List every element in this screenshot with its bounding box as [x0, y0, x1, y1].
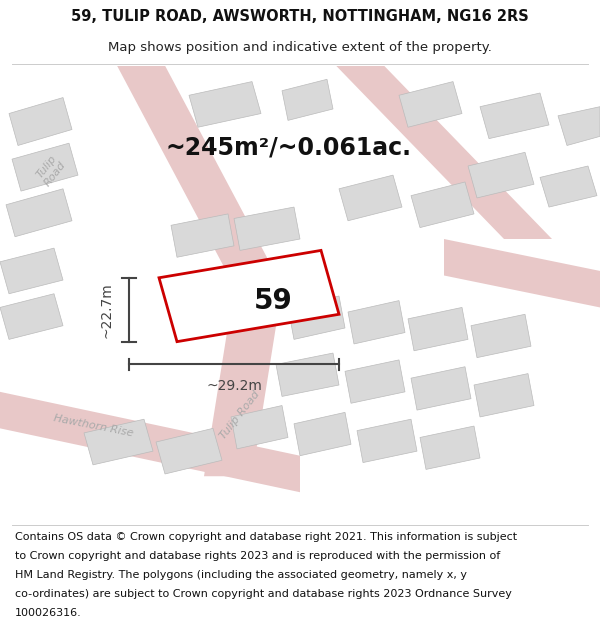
- Polygon shape: [204, 308, 279, 476]
- Polygon shape: [411, 367, 471, 410]
- Text: HM Land Registry. The polygons (including the associated geometry, namely x, y: HM Land Registry. The polygons (includin…: [15, 571, 467, 581]
- Polygon shape: [117, 66, 279, 280]
- Polygon shape: [558, 107, 600, 146]
- Polygon shape: [480, 93, 549, 139]
- Text: 59, TULIP ROAD, AWSWORTH, NOTTINGHAM, NG16 2RS: 59, TULIP ROAD, AWSWORTH, NOTTINGHAM, NG…: [71, 9, 529, 24]
- Polygon shape: [471, 314, 531, 358]
- Polygon shape: [231, 406, 288, 449]
- Polygon shape: [348, 301, 405, 344]
- Polygon shape: [420, 426, 480, 469]
- Polygon shape: [9, 98, 72, 146]
- Polygon shape: [189, 82, 261, 127]
- Text: ~29.2m: ~29.2m: [206, 379, 262, 393]
- Polygon shape: [12, 143, 78, 191]
- Polygon shape: [444, 239, 600, 308]
- Polygon shape: [468, 152, 534, 198]
- Polygon shape: [0, 392, 300, 492]
- Polygon shape: [294, 412, 351, 456]
- Polygon shape: [540, 166, 597, 207]
- Text: 100026316.: 100026316.: [15, 609, 82, 619]
- Polygon shape: [408, 308, 468, 351]
- Text: to Crown copyright and database rights 2023 and is reproduced with the permissio: to Crown copyright and database rights 2…: [15, 551, 500, 561]
- Polygon shape: [276, 353, 339, 396]
- Polygon shape: [234, 207, 300, 251]
- Text: co-ordinates) are subject to Crown copyright and database rights 2023 Ordnance S: co-ordinates) are subject to Crown copyr…: [15, 589, 512, 599]
- Text: Tulip Road: Tulip Road: [218, 389, 262, 441]
- Polygon shape: [345, 360, 405, 403]
- Polygon shape: [282, 79, 333, 121]
- Text: Map shows position and indicative extent of the property.: Map shows position and indicative extent…: [108, 41, 492, 54]
- Text: Contains OS data © Crown copyright and database right 2021. This information is : Contains OS data © Crown copyright and d…: [15, 532, 517, 542]
- Polygon shape: [288, 296, 345, 339]
- Text: ~245m²/~0.061ac.: ~245m²/~0.061ac.: [165, 136, 411, 160]
- Polygon shape: [474, 374, 534, 417]
- Polygon shape: [339, 175, 402, 221]
- Polygon shape: [0, 294, 63, 339]
- Polygon shape: [159, 251, 339, 342]
- Polygon shape: [84, 419, 153, 465]
- Text: 59: 59: [254, 287, 292, 314]
- Polygon shape: [171, 214, 234, 258]
- Polygon shape: [357, 419, 417, 462]
- Polygon shape: [156, 428, 222, 474]
- Polygon shape: [399, 82, 462, 127]
- Text: ~22.7m: ~22.7m: [100, 282, 114, 338]
- Polygon shape: [6, 189, 72, 237]
- Polygon shape: [0, 248, 63, 294]
- Text: Tulip
Road: Tulip Road: [34, 152, 68, 189]
- Polygon shape: [336, 66, 552, 239]
- Polygon shape: [411, 182, 474, 228]
- Text: Hawthorn Rise: Hawthorn Rise: [52, 413, 134, 439]
